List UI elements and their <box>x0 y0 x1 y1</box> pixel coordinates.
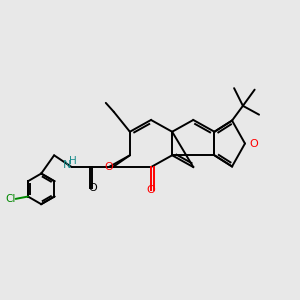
Text: Cl: Cl <box>5 194 16 204</box>
Text: O: O <box>147 185 155 195</box>
Text: O: O <box>88 183 97 193</box>
Text: H: H <box>69 156 76 166</box>
Text: N: N <box>63 160 71 170</box>
Text: O: O <box>104 162 113 172</box>
Text: O: O <box>249 139 258 148</box>
